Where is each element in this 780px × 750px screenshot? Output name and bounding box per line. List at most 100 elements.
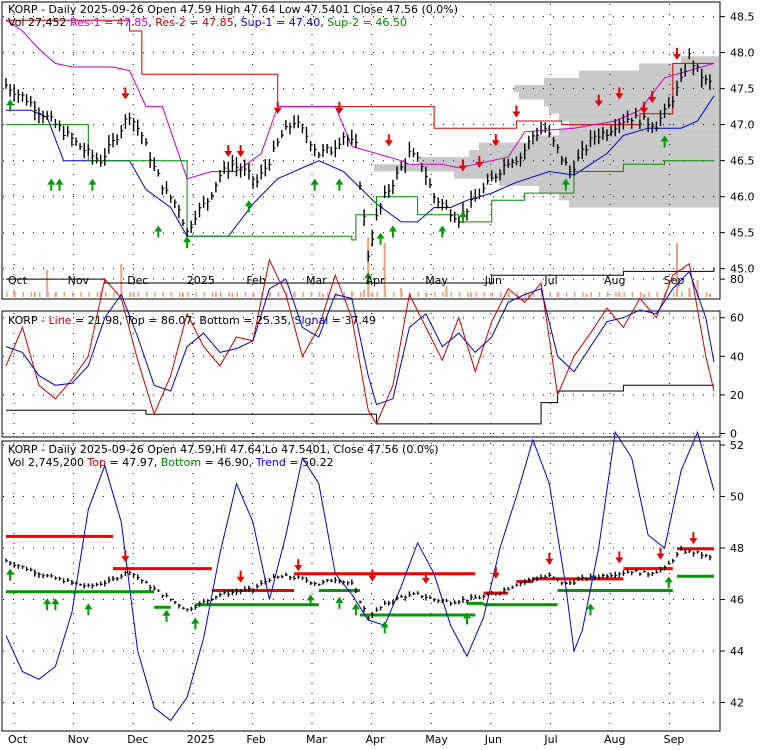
stoch-ytick-label: 80: [730, 273, 744, 286]
volume-bar: [371, 292, 374, 297]
stoch-panel-frame: [1, 310, 721, 438]
volume-bar-small: [253, 292, 255, 297]
trend-pivot-up-arrow: [351, 603, 360, 610]
pivot-up-arrow: [154, 225, 163, 232]
stoch-header-line1: KORP - Line = 21.98, Top = 86.07, Bottom…: [8, 314, 376, 327]
volume-bar-small: [236, 292, 238, 297]
price-header-line1-part: KORP - Daily 2025-09-26 Open 47.59 High …: [8, 3, 458, 16]
price-xtick-label: 2025: [187, 274, 215, 287]
volume-bar-small: [277, 292, 280, 297]
trend-pivot-up-arrow: [463, 612, 472, 619]
price-header-line2: Vol 27,452 Res-1 = 47.85, Res-2 = 47.85,…: [8, 16, 407, 29]
volume-bar: [132, 292, 135, 297]
pivot-down-arrow: [335, 107, 344, 114]
volume-bar-small: [302, 292, 304, 297]
trend-pivot-up-arrow: [162, 609, 171, 616]
trend-header-line1-part: KORP - Daily 2025-09-26 Open 47.59,Hi 47…: [8, 443, 439, 456]
volume-bar-small: [170, 292, 173, 297]
volume-bar-small: [22, 292, 24, 297]
volume-bar-small: [104, 292, 107, 297]
price-header-line2-part: Res-1 = 47.85: [70, 16, 148, 29]
volume-bar-small: [508, 292, 510, 297]
volume-bar-small: [178, 292, 181, 297]
volume-bar-small: [55, 292, 57, 297]
volume-bar-small: [392, 292, 395, 297]
pivot-up-arrow: [88, 178, 97, 185]
stoch-bottom-line: [6, 384, 714, 425]
volume-bar-small: [549, 292, 551, 297]
volume-bar-small: [38, 292, 41, 297]
trend-xtick-label: Nov: [68, 733, 90, 745]
stoch-header-line1-part: = 21.98,: [71, 314, 126, 327]
trend-ytick-label: 44: [730, 645, 744, 658]
volume-bar-small: [327, 292, 329, 297]
price-ytick-label: 47.5: [730, 83, 755, 96]
volume-bar: [367, 237, 370, 297]
price-header-line2-part: Sup-1 = 47.40: [241, 16, 321, 29]
pivot-up-arrow: [335, 178, 344, 185]
volume-bar-small: [129, 292, 131, 297]
trend-pivot-down-arrow: [545, 558, 554, 565]
volume-bar-small: [425, 292, 428, 297]
stoch-header-line1-part: KORP -: [8, 314, 49, 327]
volume-bar-small: [71, 292, 74, 297]
price-header-line2-part: ,: [320, 16, 327, 29]
trend-pivot-up-arrow: [51, 598, 60, 605]
volume-bar-small: [384, 292, 387, 297]
volume-profile-bar: [539, 185, 719, 194]
price-ytick-label: 46.0: [730, 191, 755, 204]
trend-xtick-label: Oct: [8, 733, 28, 745]
volume-profile-bar: [454, 171, 719, 179]
volume-profile-bar: [374, 164, 719, 172]
volume-bar-small: [631, 292, 634, 297]
pivot-up-arrow: [660, 135, 669, 142]
volume-bar: [33, 292, 36, 297]
stoch-header-line1-part: Signal: [294, 314, 328, 327]
volume-bar-small: [137, 292, 140, 297]
volume-bar-small: [639, 292, 642, 297]
volume-bar-small: [541, 292, 543, 297]
volume-bar-small: [113, 292, 115, 297]
stoch-header-line1-part: Bottom: [199, 314, 239, 327]
volume-bar: [383, 243, 386, 297]
volume-profile-bar: [639, 63, 719, 71]
trend-ytick-label: 42: [730, 697, 744, 710]
volume-bar-small: [401, 292, 403, 297]
volume-bar-small: [434, 292, 436, 297]
trend-header-line2-part: = 47.97,: [106, 456, 161, 469]
volume-bar: [696, 280, 699, 297]
volume-bar-small: [187, 292, 189, 297]
volume-bar-small: [376, 292, 378, 297]
volume-bar: [470, 292, 473, 297]
trend-xtick-label: Jul: [543, 733, 557, 745]
trend-xtick-label: Jun: [484, 733, 502, 745]
pivot-down-arrow: [615, 93, 624, 100]
price-header-line2-part: ,: [234, 16, 241, 29]
volume-bar-small: [681, 292, 683, 297]
volume-profile-bar: [579, 70, 719, 78]
volume-bar: [676, 243, 678, 297]
pivot-down-arrow: [475, 161, 484, 168]
trend-pivot-up-arrow: [306, 594, 315, 601]
pivot-down-arrow: [648, 97, 657, 104]
volume-bar-small: [598, 292, 601, 297]
pivot-down-arrow: [672, 53, 681, 60]
trend-pivot-down-arrow: [615, 557, 624, 564]
pivot-up-arrow: [183, 236, 192, 243]
pivot-down-arrow: [458, 165, 467, 172]
pivot-down-arrow: [491, 140, 500, 147]
trend-xtick-label: Feb: [246, 733, 265, 745]
volume-bar-small: [63, 292, 66, 297]
volume-bar-small: [532, 292, 535, 297]
price-header-line1: KORP - Daily 2025-09-26 Open 47.59 High …: [8, 3, 458, 16]
trend-pivot-down-arrow: [421, 578, 430, 585]
trend-header-line1: KORP - Daily 2025-09-26 Open 47.59,Hi 47…: [8, 443, 439, 456]
trend-ytick-label: 46: [730, 594, 744, 607]
volume-profile-bar: [419, 157, 719, 165]
trend-ytick-label: 50: [730, 491, 744, 504]
volume-bar-small: [351, 292, 354, 297]
pivot-up-arrow: [310, 178, 319, 185]
volume-bar-small: [607, 292, 609, 297]
volume-profile-bar: [499, 178, 719, 186]
volume-profile-bar: [559, 128, 719, 136]
